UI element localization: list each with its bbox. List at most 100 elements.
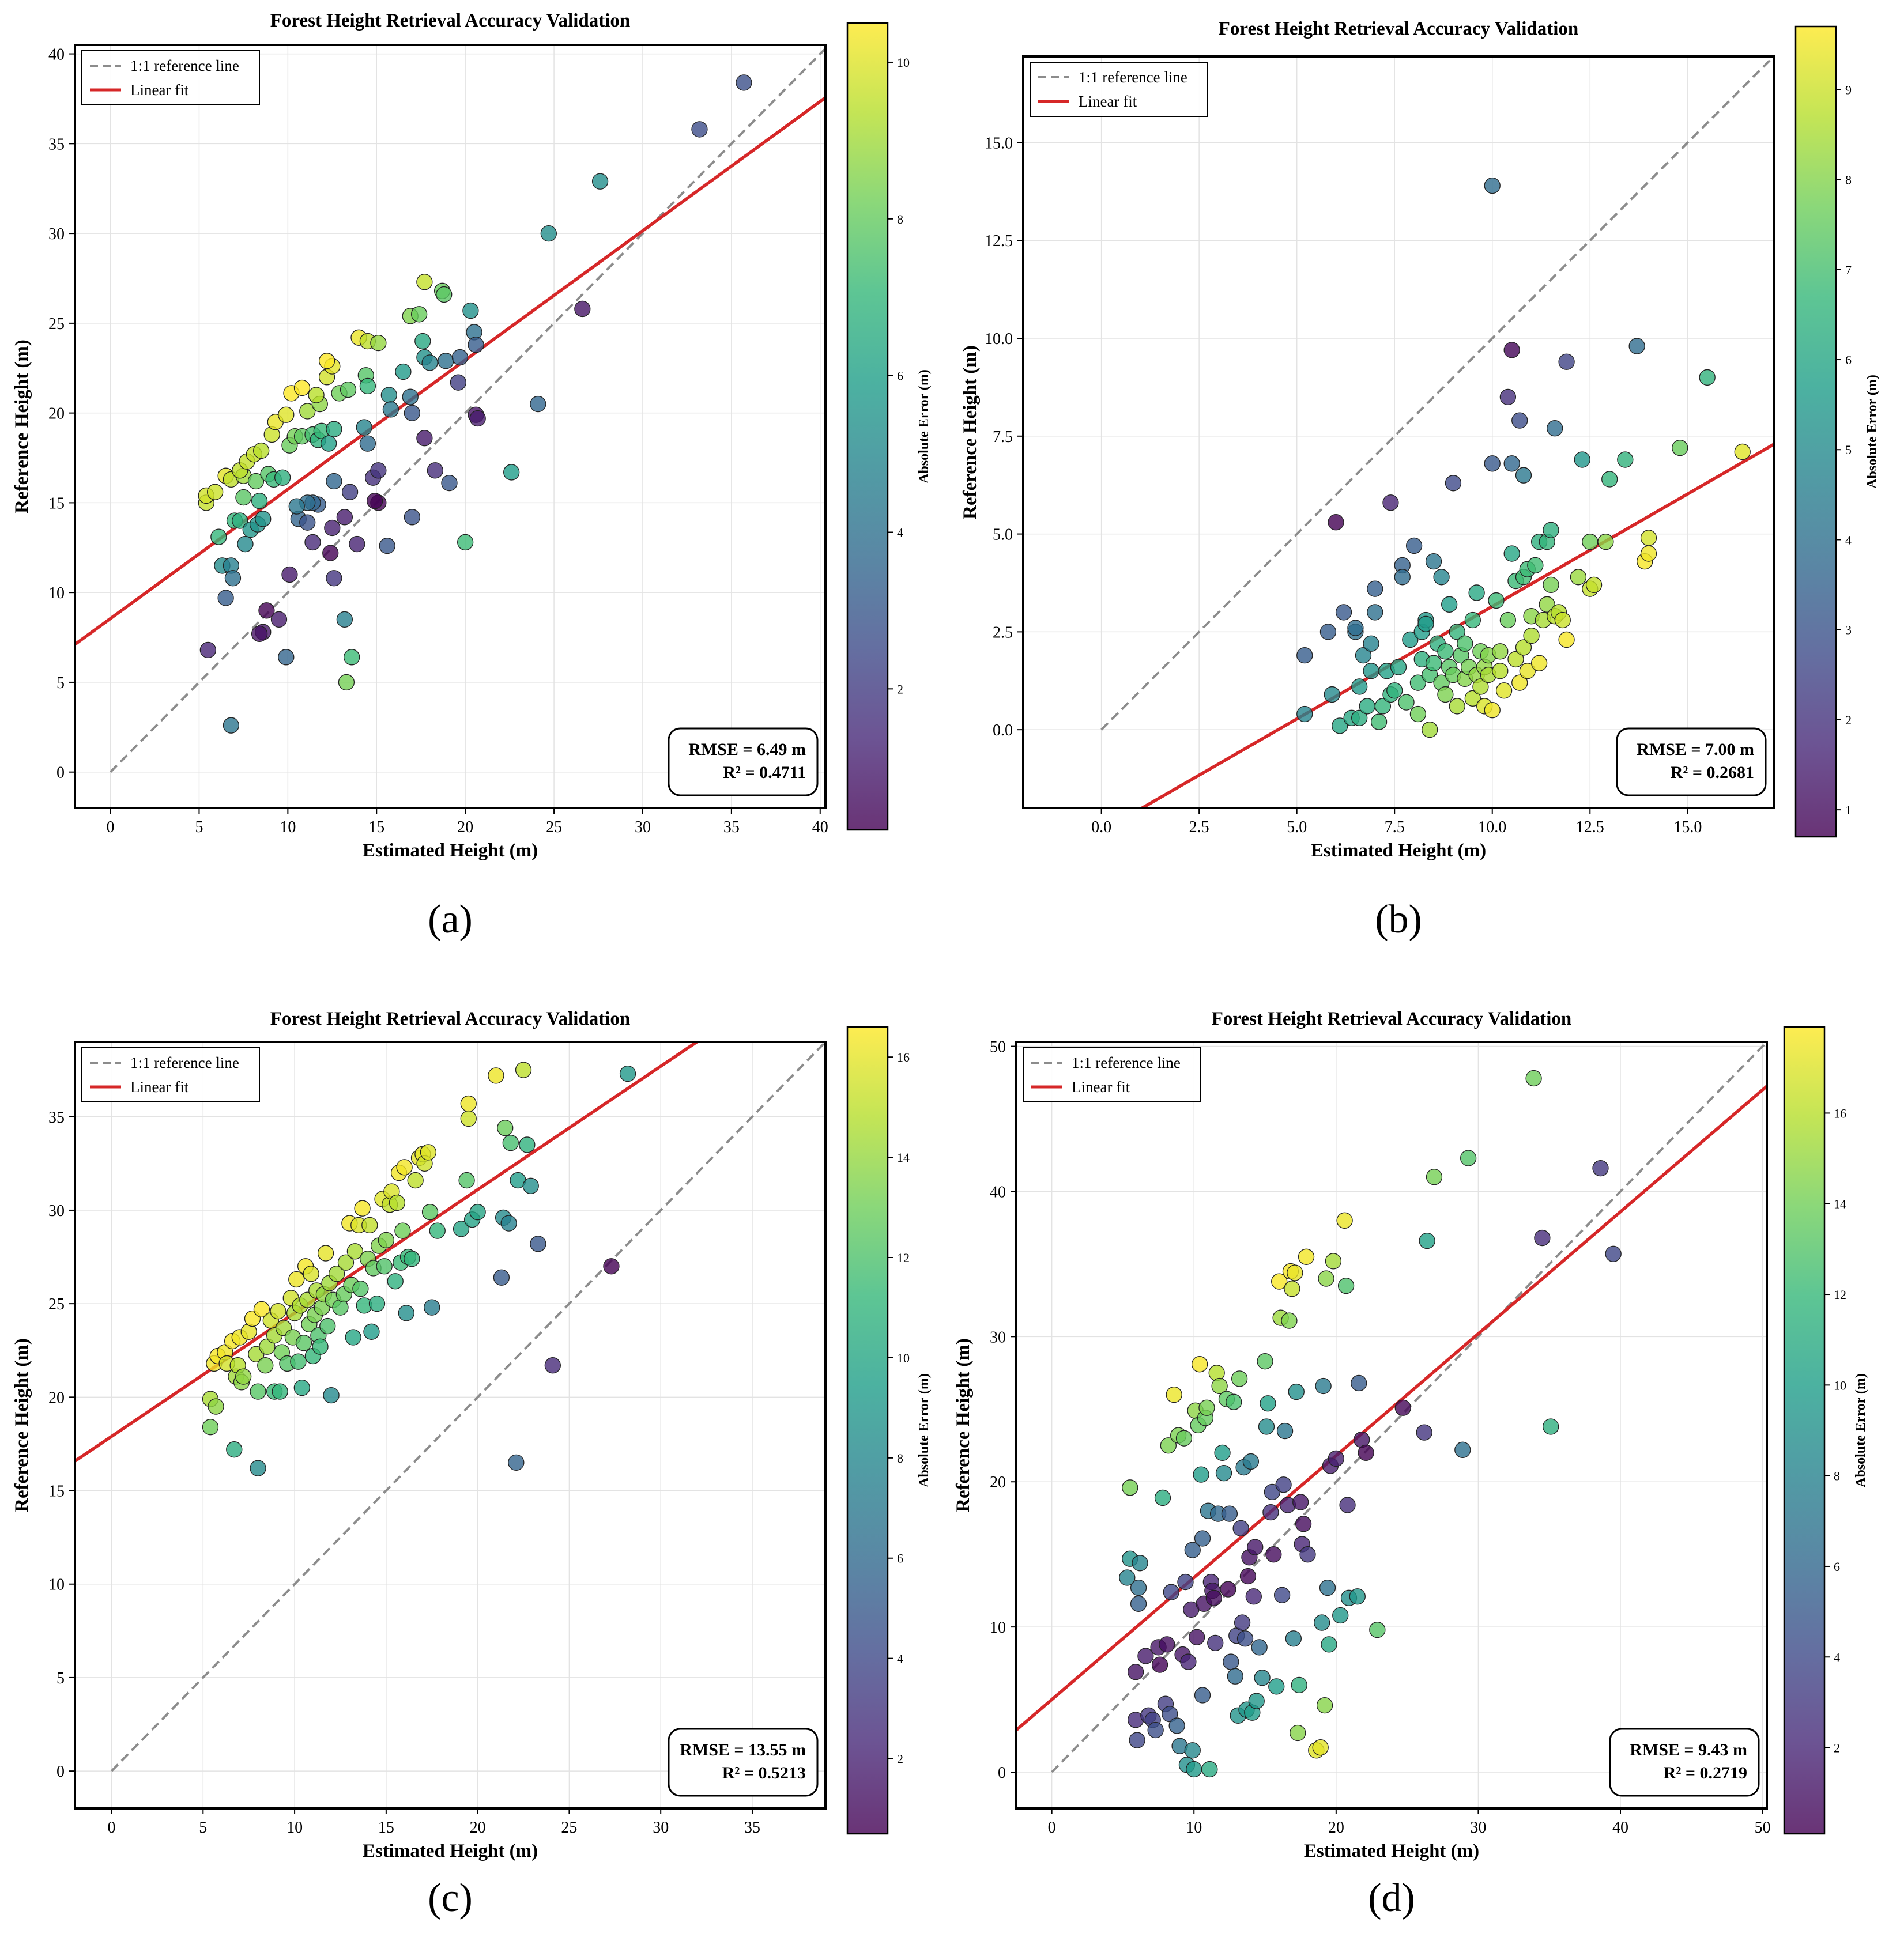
data-point [359, 435, 376, 452]
data-point [441, 474, 458, 492]
data-point [1147, 1721, 1164, 1739]
data-point [1254, 1670, 1271, 1686]
colorbar: 1 2 3 4 5 6 7 8 9 Absolute Error (m) [1794, 25, 1880, 838]
legend: 1:1 reference line Linear fit [1030, 62, 1208, 117]
data-point [217, 590, 234, 606]
stats-frame [1616, 727, 1767, 796]
data-point [235, 489, 252, 506]
legend-fit-label: Linear fit [130, 1078, 189, 1096]
data-point [340, 381, 357, 398]
data-point [299, 514, 316, 531]
data-point [1539, 596, 1555, 613]
data-point [1382, 494, 1399, 511]
data-point [341, 484, 359, 500]
data-point [235, 1368, 252, 1385]
data-point [251, 625, 268, 642]
ticks: 0 10 20 30 40 50 0 10 20 30 40 50 [990, 1038, 1771, 1837]
data-point [1417, 615, 1434, 632]
data-point [603, 1258, 620, 1275]
data-point [1291, 1676, 1307, 1694]
data-point [312, 1338, 329, 1355]
y-tick-label: 2.5 [993, 624, 1013, 641]
y-tick-label: 12.5 [985, 232, 1013, 250]
data-point [1220, 1581, 1236, 1598]
data-point [1351, 709, 1368, 726]
data-point [530, 395, 546, 413]
data-point [1605, 1245, 1622, 1262]
data-point [326, 421, 342, 437]
data-point [427, 462, 443, 479]
data-point [1239, 1568, 1257, 1585]
data-point [356, 419, 372, 436]
rmse-value: RMSE = 9.43 m [1630, 1740, 1747, 1759]
colorbar-label: Absolute Error (m) [1853, 1373, 1868, 1487]
x-tick-label: 15 [378, 1819, 394, 1837]
data-point [1335, 604, 1352, 621]
colorbar: 2 4 6 8 10 Absolute Error (m) [846, 22, 932, 831]
data-point [736, 74, 752, 91]
data-point [1492, 643, 1509, 660]
data-point [404, 405, 420, 421]
data-point [1507, 651, 1524, 668]
data-point [288, 1271, 305, 1288]
data-point [1325, 1253, 1342, 1270]
data-point [199, 641, 217, 659]
y-tick-label: 10 [48, 1576, 65, 1594]
y-tick-label: 30 [48, 225, 65, 243]
data-point [1409, 705, 1427, 723]
data-point [398, 1305, 414, 1321]
legend-box [1023, 1047, 1201, 1102]
panel-caption: (d) [1368, 1876, 1415, 1920]
data-point [1367, 604, 1383, 621]
data-point [223, 717, 240, 734]
data-point [361, 1217, 378, 1234]
legend-fit-label: Linear fit [130, 81, 189, 99]
data-point [424, 1299, 440, 1316]
colorbar-gradient [846, 1026, 889, 1835]
y-tick-label: 25 [48, 315, 65, 333]
data-point [1464, 690, 1481, 707]
data-point [469, 410, 486, 427]
data-point [1515, 467, 1532, 484]
data-point [1441, 596, 1458, 613]
data-point [574, 300, 591, 318]
x-tick-label: 40 [1612, 1819, 1628, 1837]
colorbar-tick-label: 4 [1845, 533, 1852, 547]
colorbar-label: Absolute Error (m) [917, 1373, 932, 1487]
scatter-chart-d: Forest Height Retrieval Accuracy Validat… [953, 1009, 1868, 1920]
data-point [1511, 412, 1528, 429]
data-point [210, 528, 227, 545]
panel-caption: (a) [428, 897, 473, 942]
y-tick-label: 35 [48, 135, 65, 153]
data-point [1251, 1639, 1268, 1656]
data-point [1394, 569, 1411, 586]
data-point [1337, 1278, 1355, 1294]
data-point [1191, 1356, 1208, 1373]
y-tick-label: 30 [990, 1328, 1006, 1346]
data-point [1628, 338, 1645, 354]
data-point [237, 535, 254, 553]
colorbar-label: Absolute Error (m) [917, 369, 932, 484]
colorbar-tick-label: 10 [1834, 1378, 1846, 1392]
x-tick-label: 25 [546, 818, 562, 836]
data-point [1363, 663, 1379, 679]
x-axis-label: Estimated Height (m) [1311, 840, 1486, 861]
y-tick-label: 10 [990, 1619, 1006, 1637]
stats-box: RMSE = 9.43 m R² = 0.2719 [1609, 1728, 1760, 1797]
data-point [1315, 1377, 1332, 1395]
data-point [1284, 1281, 1300, 1297]
data-point [414, 333, 431, 350]
data-point [270, 611, 288, 628]
data-point [1232, 1520, 1249, 1536]
data-point [382, 401, 399, 418]
data-point [1554, 611, 1571, 629]
data-point [359, 377, 376, 395]
data-point [1349, 1588, 1366, 1605]
legend: 1:1 reference line Linear fit [81, 50, 260, 105]
y-tick-label: 40 [48, 46, 65, 64]
data-point [336, 611, 353, 628]
data-point [345, 1329, 361, 1346]
data-point [1672, 440, 1688, 456]
data-point [1402, 631, 1419, 648]
data-point [226, 1441, 243, 1458]
